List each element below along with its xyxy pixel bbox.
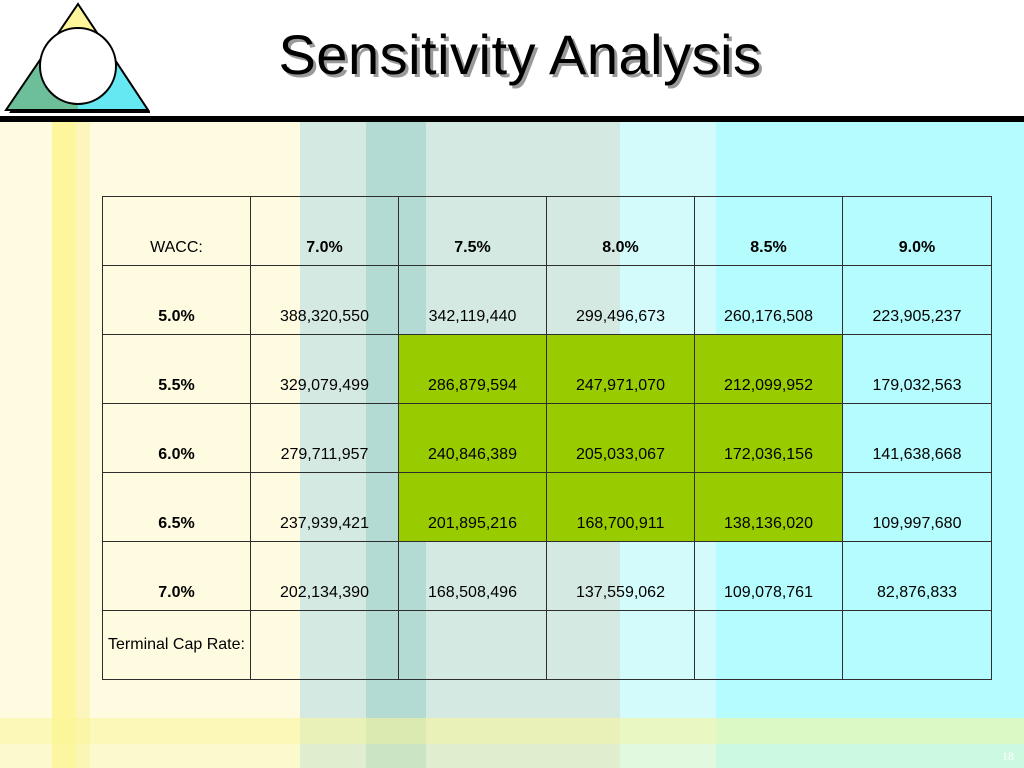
table-cell: 329,079,499 <box>250 334 399 404</box>
table-cell: 279,711,957 <box>250 403 399 473</box>
highlighted-cell: 201,895,216 <box>398 472 547 542</box>
cap-rate-row-header: 6.5% <box>102 472 251 542</box>
empty-cell <box>694 610 843 680</box>
table-cell: 299,496,673 <box>546 265 695 335</box>
osborn-logo <box>4 2 150 113</box>
cap-rate-row-header: 5.5% <box>102 334 251 404</box>
highlighted-cell: 168,700,911 <box>546 472 695 542</box>
cap-rate-row-header: 5.0% <box>102 265 251 335</box>
highlighted-cell: 247,971,070 <box>546 334 695 404</box>
table-row: 6.5% 237,939,421 201,895,216 168,700,911… <box>102 472 992 542</box>
sensitivity-table: WACC: 7.0% 7.5% 8.0% 8.5% 9.0% 5.0% 388,… <box>102 196 992 680</box>
header-divider <box>0 116 1024 122</box>
cap-rate-row-header: 6.0% <box>102 403 251 473</box>
table-cell: 388,320,550 <box>250 265 399 335</box>
table-cell: 109,078,761 <box>694 541 843 611</box>
highlighted-cell: 138,136,020 <box>694 472 843 542</box>
wacc-column-header: 9.0% <box>842 196 992 266</box>
table-row: 6.0% 279,711,957 240,846,389 205,033,067… <box>102 403 992 473</box>
slide-header: Sensitivity Analysis <box>0 0 1024 116</box>
table-row: 5.5% 329,079,499 286,879,594 247,971,070… <box>102 334 992 404</box>
table-row: 7.0% 202,134,390 168,508,496 137,559,062… <box>102 541 992 611</box>
wacc-column-header: 7.5% <box>398 196 547 266</box>
highlighted-cell: 172,036,156 <box>694 403 843 473</box>
table-cell: 237,939,421 <box>250 472 399 542</box>
table-cell: 342,119,440 <box>398 265 547 335</box>
page-number: 18 <box>1002 749 1014 763</box>
highlighted-cell: 286,879,594 <box>398 334 547 404</box>
empty-cell <box>250 610 399 680</box>
empty-cell <box>842 610 992 680</box>
table-cell: 109,997,680 <box>842 472 992 542</box>
table-cell: 260,176,508 <box>694 265 843 335</box>
table-row: 5.0% 388,320,550 342,119,440 299,496,673… <box>102 265 992 335</box>
terminal-cap-rate-label: Terminal Cap Rate: <box>102 610 251 680</box>
table-cell: 179,032,563 <box>842 334 992 404</box>
table-footer-row: Terminal Cap Rate: <box>102 610 992 680</box>
slide-title: Sensitivity Analysis <box>278 23 762 86</box>
highlighted-cell: 212,099,952 <box>694 334 843 404</box>
table-header-row: WACC: 7.0% 7.5% 8.0% 8.5% 9.0% <box>102 196 992 266</box>
table-cell: 168,508,496 <box>398 541 547 611</box>
table-cell: 141,638,668 <box>842 403 992 473</box>
wacc-column-header: 8.0% <box>546 196 695 266</box>
wacc-column-header: 8.5% <box>694 196 843 266</box>
empty-cell <box>546 610 695 680</box>
highlighted-cell: 240,846,389 <box>398 403 547 473</box>
table-cell: 202,134,390 <box>250 541 399 611</box>
highlighted-cell: 205,033,067 <box>546 403 695 473</box>
wacc-label: WACC: <box>102 196 251 266</box>
table-cell: 137,559,062 <box>546 541 695 611</box>
table-cell: 223,905,237 <box>842 265 992 335</box>
cap-rate-row-header: 7.0% <box>102 541 251 611</box>
empty-cell <box>398 610 547 680</box>
table-cell: 82,876,833 <box>842 541 992 611</box>
wacc-column-header: 7.0% <box>250 196 399 266</box>
